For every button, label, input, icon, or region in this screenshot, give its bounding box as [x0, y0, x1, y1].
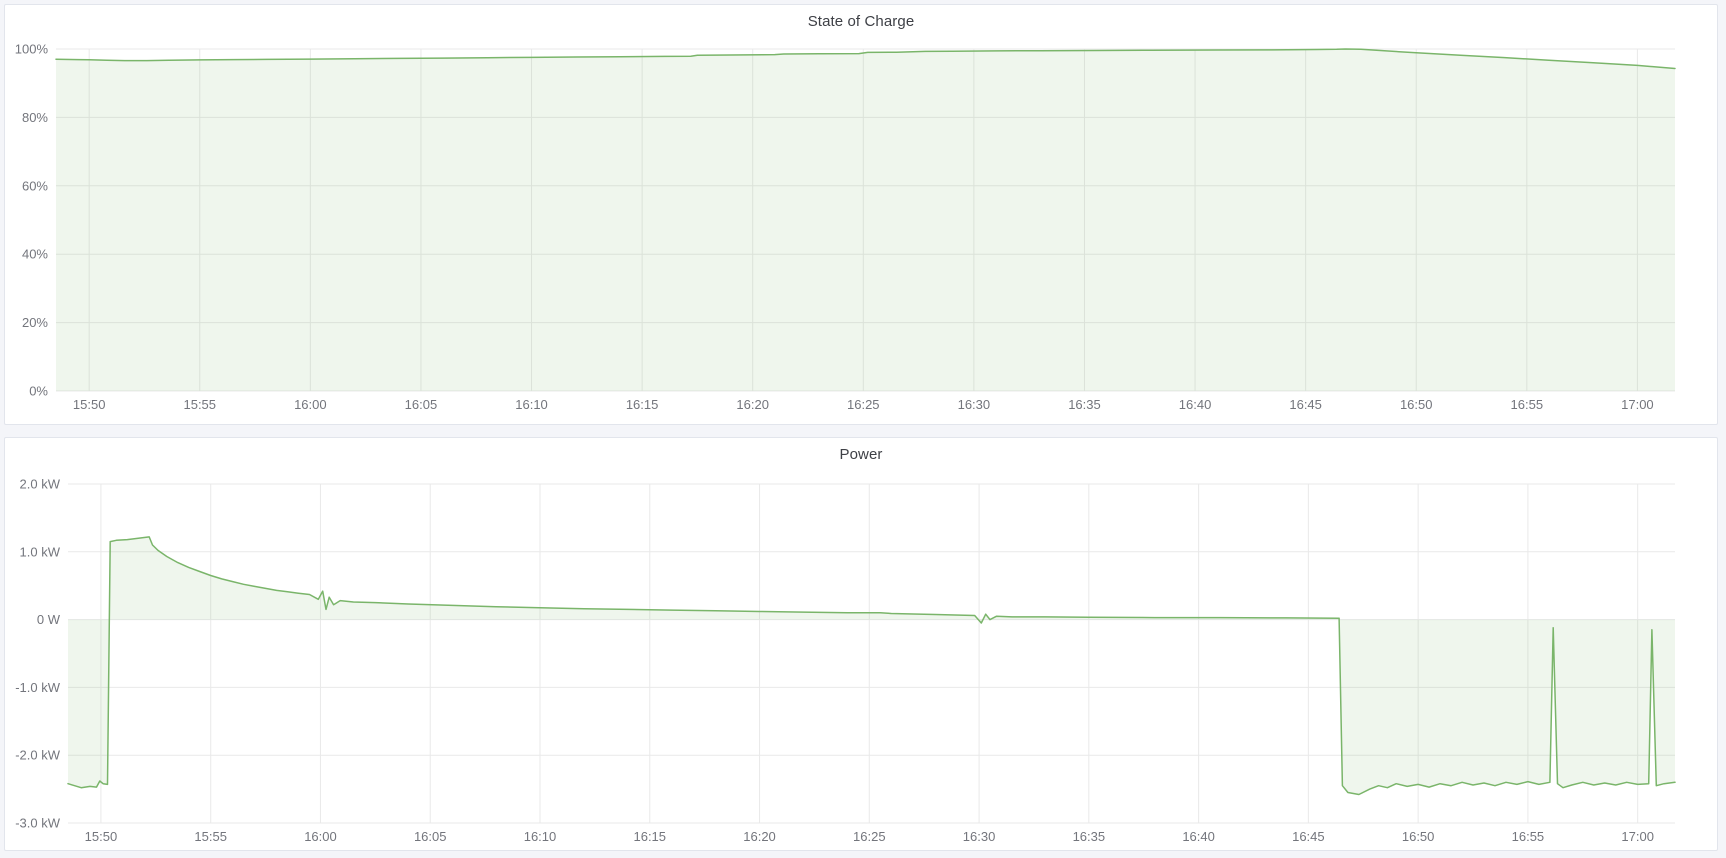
panel-power: Power 2.0 kW 1.0 kW 0 W -1.0 kW -2.0 kW -3.0 … — [4, 437, 1718, 851]
x-axis-tick-label: 16:10 — [524, 829, 557, 844]
y-axis-tick-label: -2.0 kW — [15, 748, 61, 763]
x-axis-tick-label: 16:55 — [1511, 397, 1544, 412]
panel-title-power[interactable]: Power — [839, 445, 883, 463]
x-axis-tick-label: 16:40 — [1182, 829, 1215, 844]
x-axis-tick-label: 16:20 — [743, 829, 776, 844]
y-axis-tick-label: 60% — [22, 178, 48, 193]
x-axis-tick-label: 16:25 — [847, 397, 880, 412]
series-area — [56, 49, 1675, 391]
x-axis-tick-label: 16:15 — [633, 829, 666, 844]
x-axis-tick-label: 16:35 — [1068, 397, 1101, 412]
x-axis-tick-label: 16:55 — [1512, 829, 1545, 844]
y-axis-tick-label: 20% — [22, 315, 48, 330]
x-axis-tick-label: 16:50 — [1400, 397, 1433, 412]
x-axis-tick-label: 15:55 — [194, 829, 227, 844]
panel-title-state-of-charge[interactable]: State of Charge — [807, 12, 915, 30]
x-axis-tick-label: 16:25 — [853, 829, 886, 844]
y-axis-tick-label: 100% — [15, 42, 49, 57]
panel-state-of-charge: State of Charge 0% 20% 40% 60% 80% 100% 15:50 1… — [4, 4, 1718, 425]
y-axis-tick-label: 0 W — [37, 612, 61, 627]
x-axis-tick-label: 16:00 — [304, 829, 337, 844]
y-axis-tick-label: -1.0 kW — [15, 680, 61, 695]
series-area — [68, 536, 1675, 795]
x-axis-tick-label: 16:30 — [963, 829, 996, 844]
x-axis-tick-label: 15:50 — [85, 829, 118, 844]
y-axis-tick-label: 40% — [22, 247, 48, 262]
y-axis-tick-label: 80% — [22, 110, 48, 125]
power-chart[interactable]: 2.0 kW 1.0 kW 0 W -1.0 kW -2.0 kW -3.0 kW 15:5… — [5, 470, 1717, 848]
x-axis-tick-label: 16:15 — [626, 397, 659, 412]
panel-header: State of Charge — [5, 5, 1717, 37]
x-axis-tick-label: 16:40 — [1179, 397, 1212, 412]
y-axis-tick-label: 0% — [29, 384, 48, 399]
y-axis-tick-label: 2.0 kW — [20, 477, 61, 492]
x-axis-tick-label: 16:50 — [1402, 829, 1435, 844]
x-axis-tick-label: 16:05 — [405, 397, 438, 412]
x-axis-tick-label: 16:00 — [294, 397, 327, 412]
state-of-charge-chart[interactable]: 0% 20% 40% 60% 80% 100% 15:50 15:55 16:00 16:05 16… — [5, 37, 1717, 422]
x-axis-tick-label: 16:45 — [1289, 397, 1322, 412]
series-line — [67, 536, 1676, 796]
x-axis-tick-label: 17:00 — [1621, 397, 1654, 412]
x-axis-tick-label: 16:45 — [1292, 829, 1325, 844]
y-axis-tick-label: -3.0 kW — [15, 816, 61, 831]
y-axis-tick-label: 1.0 kW — [20, 544, 61, 559]
x-axis-tick-label: 15:50 — [73, 397, 106, 412]
x-axis-tick-label: 16:35 — [1073, 829, 1106, 844]
panel-header: Power — [5, 438, 1717, 470]
x-axis-tick-label: 17:00 — [1621, 829, 1654, 844]
series-line — [55, 48, 1676, 70]
x-axis-tick-label: 15:55 — [183, 397, 216, 412]
x-axis-tick-label: 16:10 — [515, 397, 548, 412]
x-axis-tick-label: 16:05 — [414, 829, 447, 844]
x-axis-tick-label: 16:20 — [736, 397, 769, 412]
x-axis-tick-label: 16:30 — [958, 397, 991, 412]
